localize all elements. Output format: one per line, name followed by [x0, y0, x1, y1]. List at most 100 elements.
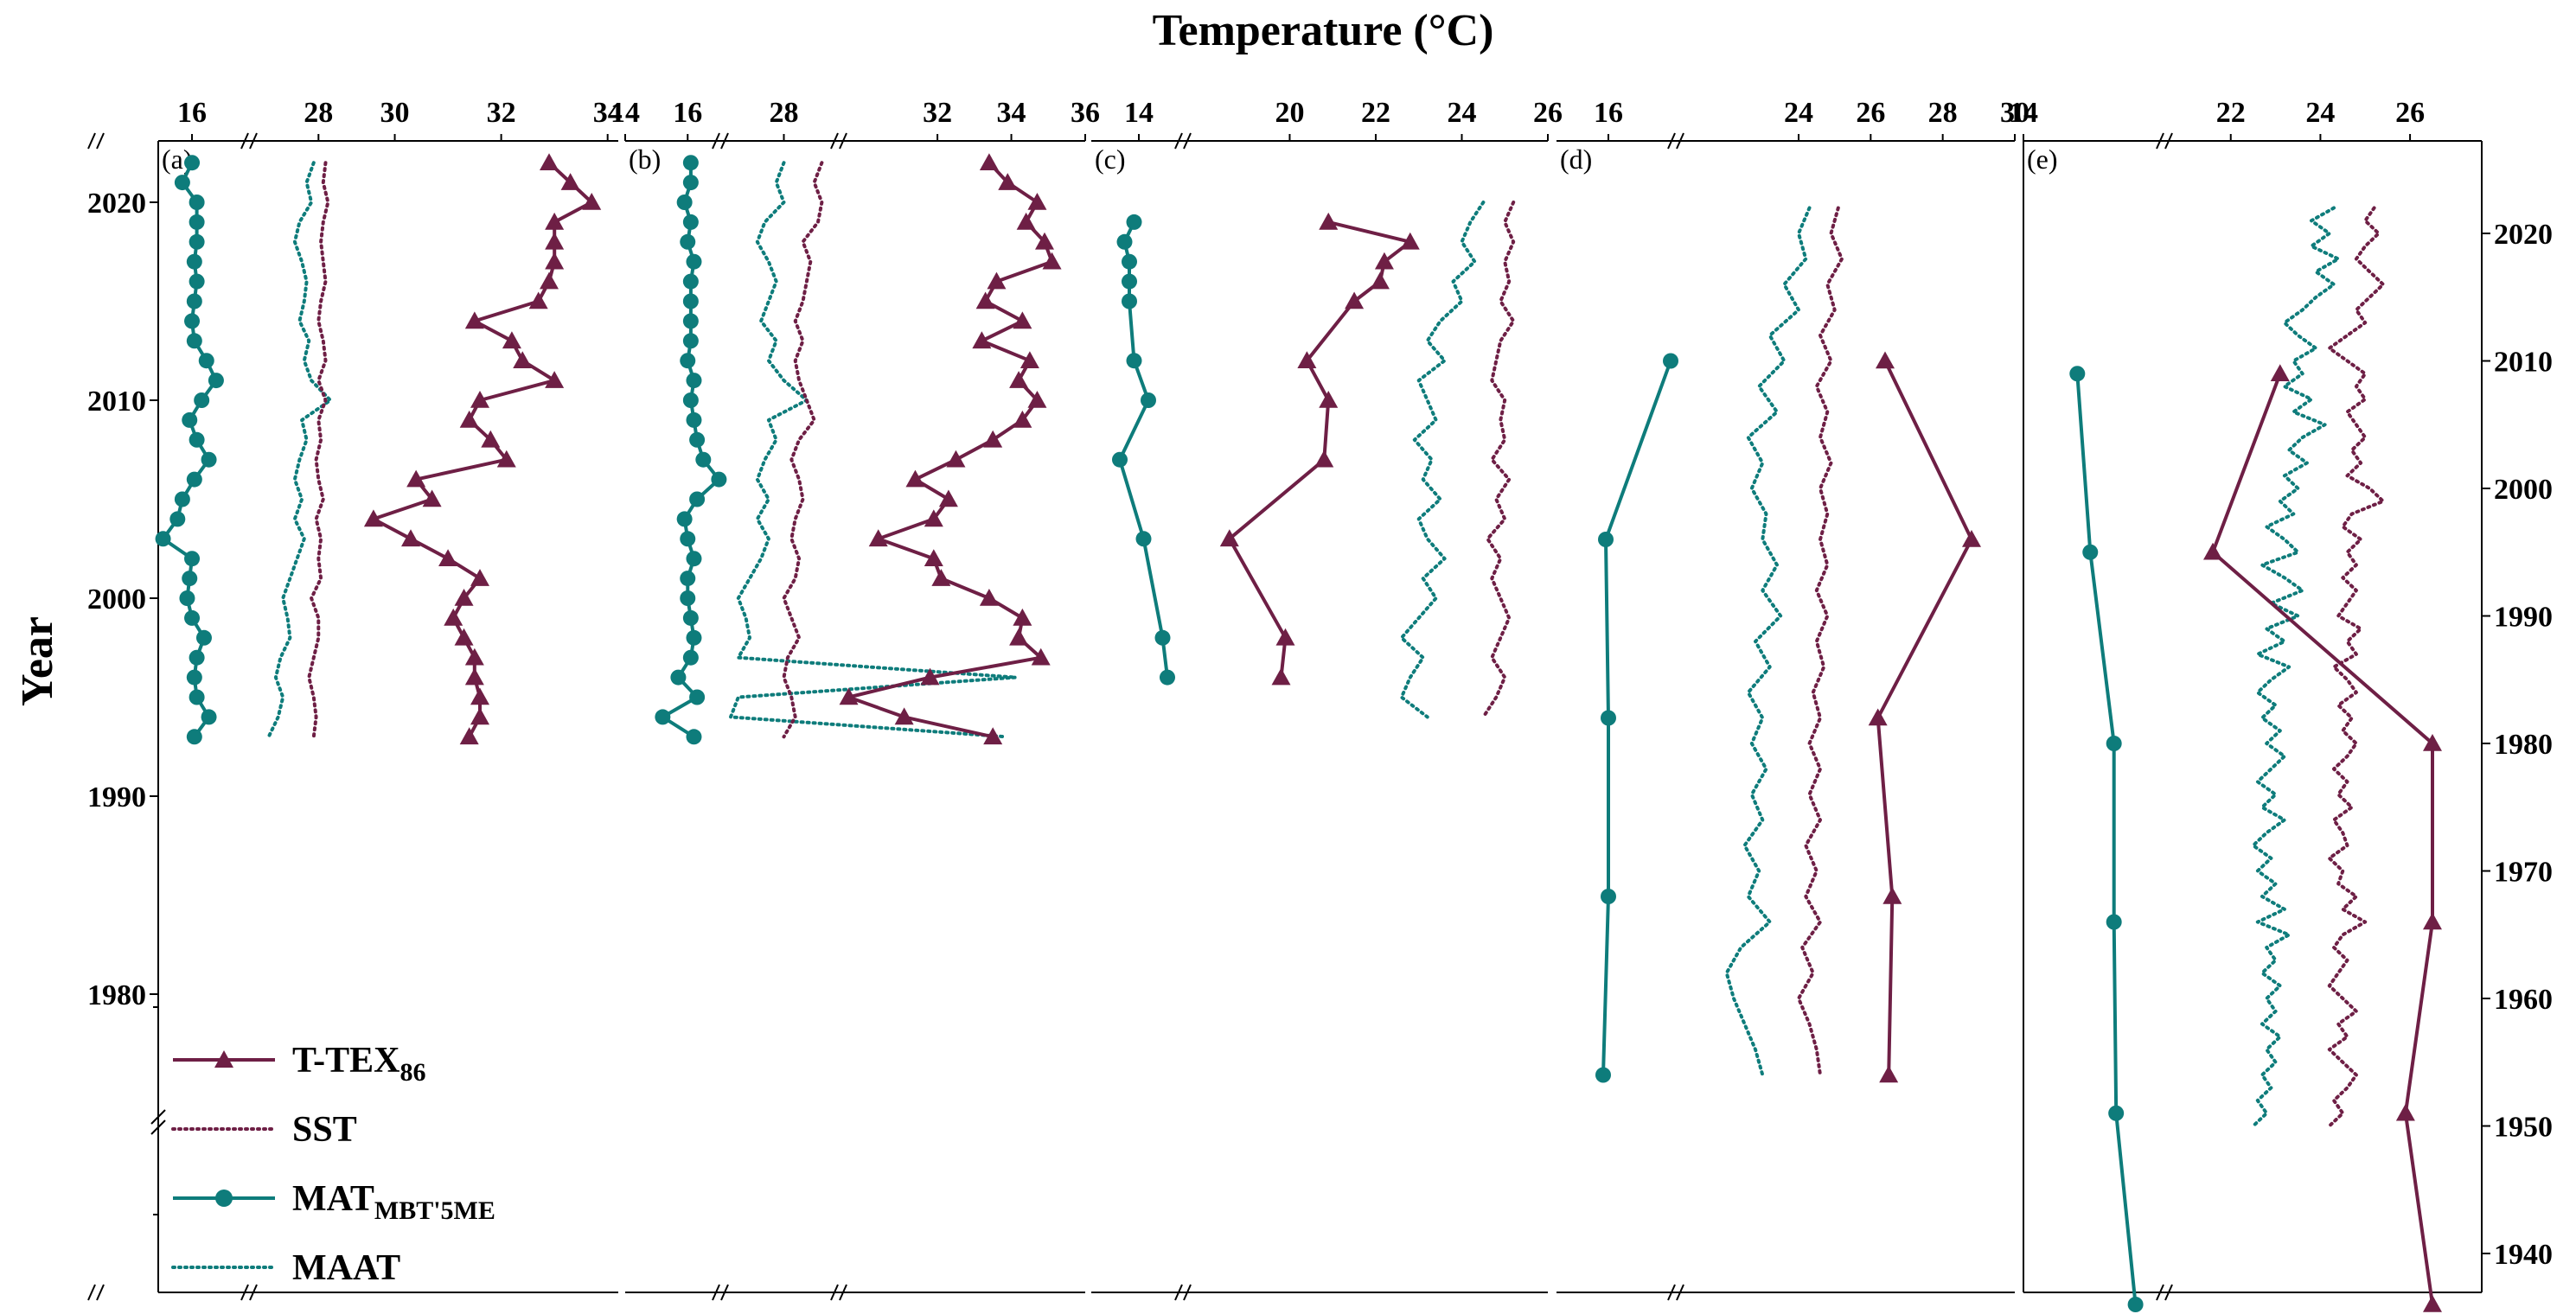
tex-point: [1035, 232, 1054, 250]
mat-point: [189, 214, 205, 230]
tex-point: [560, 173, 580, 190]
y-tick-label: 1950: [2494, 1112, 2553, 1144]
axis-break-mark: [1174, 132, 1183, 150]
tex-point: [470, 391, 489, 408]
tex-point: [946, 450, 966, 468]
x-tick-label: 14: [1124, 97, 1154, 129]
axis-break-mark: [1667, 132, 1676, 150]
mat-point: [682, 649, 699, 666]
maat-line: [1724, 206, 1812, 1077]
x-tick-label: 22: [2216, 97, 2246, 129]
mat-point: [184, 609, 201, 626]
y-axis-title: Year: [13, 616, 62, 706]
y-tick-label: 2010: [87, 386, 146, 418]
tex-point: [1876, 351, 1895, 369]
maat-line: [266, 161, 332, 739]
legend-label-tex: T-TEX86: [292, 1041, 426, 1087]
mat-point: [1595, 1067, 1611, 1083]
panel-label: (c): [1095, 144, 1126, 175]
panel-label: (e): [2027, 144, 2058, 175]
tex-point: [1319, 212, 1339, 230]
mat-point: [686, 551, 702, 567]
y-axis-break-mark: [150, 1119, 166, 1135]
mat-point: [1116, 233, 1133, 250]
panel-label: (b): [629, 144, 661, 175]
legend-label-maat: MAAT: [292, 1248, 400, 1288]
axis-break-mark: [1183, 132, 1192, 150]
x-tick-label: 20: [1275, 97, 1304, 129]
mat-point: [680, 571, 696, 587]
tex-point: [454, 628, 474, 646]
axis-break-mark: [2156, 1284, 2164, 1301]
sst-line: [2327, 206, 2385, 1128]
axis-break-mark: [1667, 1284, 1676, 1301]
mat-point: [686, 253, 702, 270]
axis-break-mark: [240, 1284, 249, 1301]
tex-point: [2422, 1295, 2442, 1312]
axis-break-mark: [1676, 1284, 1684, 1301]
legend: T-TEX86 SST MATMBT'5ME MAAT: [171, 1041, 495, 1288]
tex-point: [1020, 351, 1039, 368]
mat-point: [1126, 214, 1142, 230]
tex-point: [975, 291, 995, 309]
mat-point: [680, 233, 696, 250]
mat-point: [2069, 366, 2086, 382]
tex-point: [938, 489, 958, 507]
tex-point: [545, 232, 565, 250]
axis-break-mark: [96, 1284, 105, 1301]
mat-point: [2108, 1105, 2125, 1121]
sst-line: [307, 161, 330, 739]
x-tick-label: 26: [1533, 97, 1563, 129]
axis-break-mark: [720, 1284, 729, 1301]
x-tick-label: 30: [2000, 97, 2029, 129]
tex-point: [481, 430, 501, 448]
tex-point: [582, 193, 602, 210]
axis-break-mark: [1183, 1284, 1192, 1301]
tex-point: [406, 469, 426, 488]
axis-break-mark: [830, 1284, 839, 1301]
x-tick-label: 32: [923, 97, 952, 129]
mat-point: [1601, 710, 1616, 726]
tex-point: [470, 569, 489, 586]
tex-point: [464, 667, 484, 686]
axis-break-mark: [839, 1284, 847, 1301]
tex-point: [1031, 647, 1051, 666]
panel-e: 14 22 24 26 (e) 2020 2010 2000 1990 1980 1970 1960 1…: [2009, 97, 2553, 1312]
mat-point: [186, 253, 202, 270]
axis-break-mark: [249, 1284, 258, 1301]
mat-point: [169, 511, 186, 527]
tex-point: [1297, 351, 1317, 368]
tex-point: [2270, 364, 2290, 382]
tex-point: [459, 727, 479, 745]
x-tick-label: 14: [2009, 97, 2038, 129]
tex-point: [1013, 608, 1032, 626]
axis-break-mark: [1174, 1284, 1183, 1301]
mat-point: [184, 155, 201, 171]
tex-point: [545, 212, 565, 230]
x-tick-label: 16: [177, 97, 207, 129]
mat-point: [1126, 353, 1142, 369]
tex-point: [401, 529, 420, 547]
mat-point: [1112, 451, 1128, 468]
panel-b: 14 16 28 32 34 36 (b): [610, 97, 1100, 1301]
mat-point: [179, 590, 195, 606]
mat-point: [680, 531, 696, 547]
x-tick-label: 30: [380, 97, 410, 129]
axis-break-mark: [87, 1284, 96, 1301]
tex-point: [1275, 628, 1295, 646]
tex-point: [2422, 912, 2442, 930]
mat-point: [670, 669, 687, 686]
mat-point: [655, 709, 671, 725]
sst-line: [1797, 206, 1844, 1077]
legend-subscript: MBT'5ME: [374, 1196, 495, 1225]
tex-point: [464, 647, 484, 666]
mat-point: [189, 233, 205, 250]
panel-c: 14 20 22 24 26 (c): [1091, 97, 1563, 1301]
mat-point: [1141, 392, 1156, 408]
mat-point: [676, 195, 693, 210]
x-tick-label: 24: [1784, 97, 1813, 129]
tex-point: [1013, 311, 1032, 329]
x-tick-label: 24: [2305, 97, 2335, 129]
